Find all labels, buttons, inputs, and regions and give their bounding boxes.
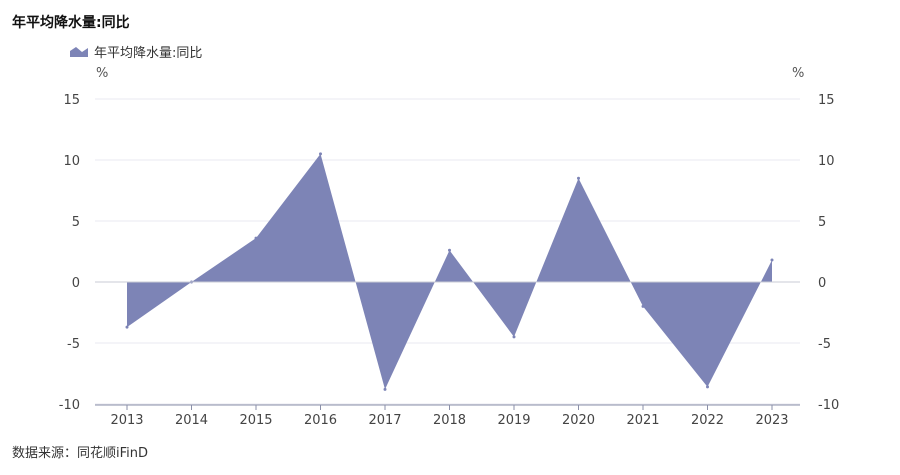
data-source: 数据来源：同花顺iFinD	[12, 446, 149, 461]
x-tick-label: 2018	[433, 413, 466, 428]
y-tick-label-right: 10	[818, 154, 835, 169]
data-point	[125, 325, 129, 329]
x-tick-label: 2016	[304, 413, 337, 428]
x-tick-label: 2017	[368, 413, 401, 428]
data-point	[577, 176, 580, 180]
data-point	[319, 152, 322, 156]
y-tick-label-right: 5	[818, 215, 826, 230]
data-point	[706, 385, 709, 389]
data-point	[448, 248, 451, 252]
y-tick-label-left: 10	[63, 154, 80, 169]
x-tick-label: 2022	[691, 413, 724, 428]
x-tick-label: 2019	[497, 413, 530, 428]
y-tick-label-left: 5	[72, 215, 80, 230]
y-tick-label-left: 15	[63, 93, 80, 108]
chart-title: 年平均降水量:同比	[12, 15, 130, 31]
y-tick-label-right: 15	[818, 93, 835, 108]
data-point	[770, 258, 774, 262]
data-point	[641, 304, 645, 308]
legend-label: 年平均降水量:同比	[94, 46, 203, 61]
y-tick-label-right: -10	[818, 398, 839, 413]
x-tick-label: 2020	[562, 413, 595, 428]
x-tick-label: 2013	[110, 413, 143, 428]
y-tick-label-left: -10	[59, 398, 80, 413]
left-axis-unit: %	[96, 66, 109, 81]
x-tick-label: 2014	[175, 413, 208, 428]
data-point	[383, 387, 387, 391]
right-axis-unit: %	[792, 66, 805, 81]
y-tick-label-right: 0	[818, 276, 826, 291]
x-tick-label: 2021	[626, 413, 659, 428]
y-tick-label-left: 0	[72, 276, 80, 291]
data-point	[254, 236, 258, 240]
legend-swatch	[70, 46, 88, 57]
y-tick-label-left: -5	[67, 337, 80, 352]
area-series	[127, 153, 772, 390]
y-tick-label-right: -5	[818, 337, 831, 352]
data-point	[512, 335, 516, 339]
legend: 年平均降水量:同比	[70, 42, 202, 61]
x-tick-label: 2015	[239, 413, 272, 428]
x-tick-label: 2023	[755, 413, 788, 428]
